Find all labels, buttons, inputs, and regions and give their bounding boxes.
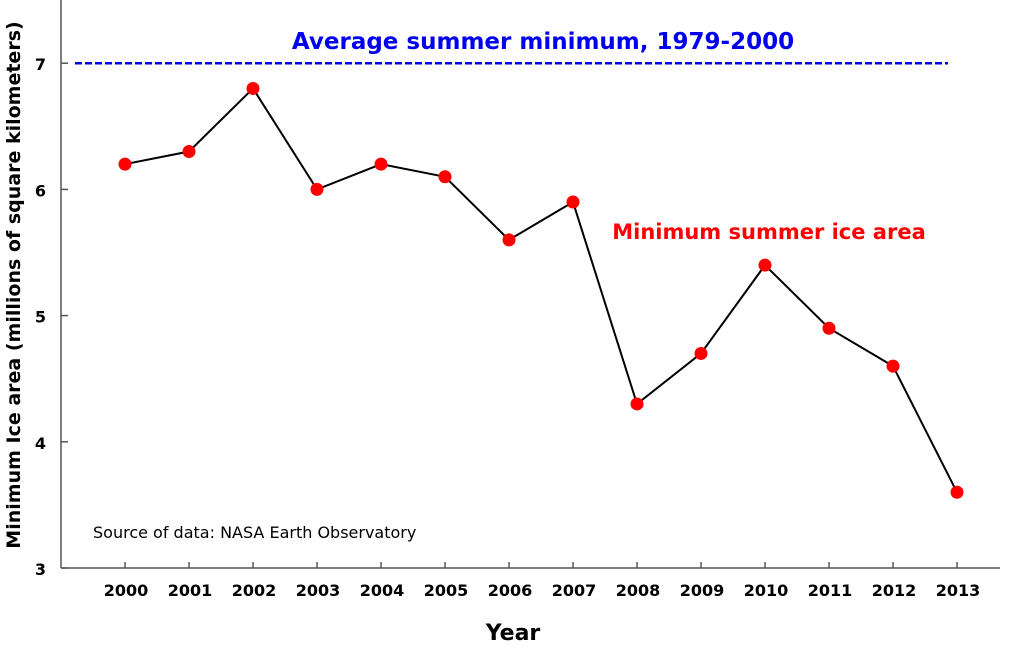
x-tick-label: 2005 (424, 581, 469, 600)
x-tick-label: 2006 (488, 581, 533, 600)
data-point-2012 (886, 359, 900, 373)
series-line (124, 86, 958, 493)
y-tick-label: 6 (35, 181, 46, 200)
x-tick-label: 2001 (168, 581, 213, 600)
y-axis-label: Minimum Ice area (millions of square kil… (3, 21, 25, 548)
x-tick-label: 2012 (872, 581, 917, 600)
x-tick-label: 2008 (616, 581, 661, 600)
data-point-2013 (950, 485, 964, 499)
x-tick-label: 2003 (296, 581, 341, 600)
data-point-2001 (182, 145, 196, 159)
data-point-2008 (630, 397, 644, 411)
data-point-2004 (374, 157, 388, 171)
x-tick-label: 2010 (744, 581, 789, 600)
x-tick-label: 2002 (232, 581, 277, 600)
x-tick-label: 2009 (680, 581, 725, 600)
data-point-2010 (758, 258, 772, 272)
x-tick-label: 2013 (936, 581, 981, 600)
y-tick-label: 7 (35, 55, 46, 74)
y-tick-label: 4 (35, 434, 46, 453)
data-point-2005 (438, 170, 452, 184)
data-point-2006 (502, 233, 516, 247)
x-tick-label: 2004 (360, 581, 405, 600)
data-point-2011 (822, 321, 836, 335)
x-tick-label: 2007 (552, 581, 597, 600)
x-tick-label: 2011 (808, 581, 853, 600)
data-point-2003 (310, 182, 324, 196)
source-annotation: Source of data: NASA Earth Observatory (93, 523, 416, 542)
data-point-2009 (694, 346, 708, 360)
x-axis-label: Year (485, 621, 541, 646)
data-point-2000 (118, 157, 132, 171)
reference-line-label: Average summer minimum, 1979-2000 (292, 29, 794, 55)
x-tick-label: 2000 (104, 581, 149, 600)
y-tick-label: 5 (35, 308, 46, 327)
data-point-2007 (566, 195, 580, 209)
y-tick-label: 3 (35, 560, 46, 579)
series-label: Minimum summer ice area (612, 220, 926, 244)
data-point-2002 (246, 81, 260, 95)
